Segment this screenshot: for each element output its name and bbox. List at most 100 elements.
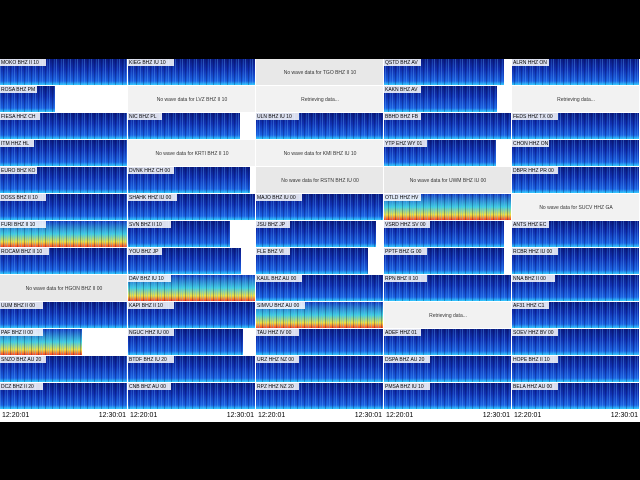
label-bg [128, 248, 162, 255]
station-label: FEDS HHZ TX 00 [513, 114, 553, 120]
label-bg [0, 59, 46, 66]
label-bg [256, 113, 299, 120]
station-label: NIC BHZ PL [129, 114, 157, 120]
label-bg [0, 113, 40, 120]
station-label: ROCAM BHZ II 10 [1, 249, 42, 255]
time-start: 12:20:01 [2, 412, 29, 419]
label-bg [0, 140, 34, 147]
label-bg [128, 167, 174, 174]
station-label: FURI BHZ II 10 [1, 222, 35, 228]
station-label: DVNK HHZ CH 00 [129, 168, 170, 174]
status-message: No wave data for KRTI BHZ II 10 [156, 151, 229, 157]
label-bg [256, 221, 290, 228]
station-label: URZ HHZ NZ 00 [257, 357, 294, 363]
label-bg [0, 248, 49, 255]
label-bg [512, 221, 549, 228]
label-bg [128, 113, 162, 120]
station-label: FLE BHZ VI [257, 249, 284, 255]
label-bg [512, 329, 558, 336]
station-label: EURO BHZ KO [1, 168, 36, 174]
label-bg [0, 194, 46, 201]
station-label: ADEF HHZ 01 [385, 330, 417, 336]
station-label: YTP EHZ WY 01 [385, 141, 423, 147]
message-bg [384, 167, 511, 193]
station-label: SOEV HHZ BV 00 [513, 330, 554, 336]
label-bg [512, 167, 558, 174]
label-bg [256, 275, 302, 282]
label-bg [256, 194, 302, 201]
station-label: DSPA BHZ AU 20 [385, 357, 425, 363]
station-label: SHAHK HHZ IU 00 [129, 195, 171, 201]
station-label: ITM HHZ HL [1, 141, 29, 147]
message-bg [128, 140, 255, 166]
station-label: OTLD HHZ HV [385, 195, 419, 201]
station-label: DOSS BHZ II 10 [1, 195, 38, 201]
station-label: NNA BHZ II 00 [513, 276, 546, 282]
status-message: No wave data for HGON BHZ II 00 [26, 286, 103, 292]
station-label: PMSA BHZ IU 10 [385, 384, 424, 390]
station-label: JSU BHZ JP [257, 222, 286, 228]
station-label: BELA HHZ AU 00 [513, 384, 552, 390]
status-message: No wave data for LVZ BHZ II 10 [157, 97, 228, 103]
station-label: HOPE BHZ II 10 [513, 357, 550, 363]
label-bg [384, 140, 427, 147]
label-bg [0, 329, 43, 336]
station-label: KAPI BHZ II 10 [129, 303, 163, 309]
label-bg [384, 275, 427, 282]
status-message: No wave data for KMI BHZ IU 10 [284, 151, 357, 157]
time-start: 12:20:01 [130, 412, 157, 419]
label-bg [512, 356, 558, 363]
label-bg [512, 275, 555, 282]
station-label: ANTS HHZ EC [513, 222, 547, 228]
station-label: RPZ HHZ NZ 20 [257, 384, 294, 390]
time-end: 12:30:01 [483, 412, 510, 419]
label-bg [128, 221, 171, 228]
station-label: FIESA HHZ CH [1, 114, 36, 120]
label-bg [128, 383, 171, 390]
message-bg [512, 194, 639, 220]
label-bg [384, 356, 430, 363]
station-label: TAU HHZ IV 00 [257, 330, 292, 336]
station-label: SNZO BHZ AU 20 [1, 357, 42, 363]
station-label: RCBR HHZ IU 00 [513, 249, 552, 255]
status-message: No wave data for SUCV HHZ GA [539, 205, 613, 211]
label-bg [0, 302, 43, 309]
message-bg [256, 167, 383, 193]
status-message: No wave data for TGO BHZ II 10 [284, 70, 357, 76]
station-label: MOKO BHZ II 10 [1, 60, 39, 66]
message-bg [256, 86, 383, 112]
message-bg [512, 86, 639, 112]
station-label: BTDF BHZ IU 20 [129, 357, 167, 363]
label-bg [128, 329, 174, 336]
time-start: 12:20:01 [386, 412, 413, 419]
station-label: PAF BHZ II 00 [1, 330, 33, 336]
time-start: 12:20:01 [514, 412, 541, 419]
station-label: AF31 HHZ C1 [513, 303, 545, 309]
label-bg [384, 383, 430, 390]
label-bg [384, 59, 421, 66]
label-bg [128, 275, 171, 282]
label-bg [256, 383, 299, 390]
message-bg [128, 86, 255, 112]
label-bg [256, 302, 305, 309]
station-label: ROSA BHZ PM [1, 87, 35, 93]
message-bg [0, 275, 127, 301]
station-label: SVN BHZ II 10 [129, 222, 162, 228]
label-bg [384, 86, 421, 93]
station-label: RPN BHZ II 10 [385, 276, 418, 282]
station-label: NGUC HHZ IU 00 [129, 330, 169, 336]
station-label: DCZ BHZ II 20 [1, 384, 34, 390]
station-label: SIMVU BHZ AU 00 [257, 303, 299, 309]
label-bg [384, 221, 430, 228]
station-label: MAJO BHZ IU 00 [257, 195, 296, 201]
label-bg [384, 248, 427, 255]
time-start: 12:20:01 [258, 412, 285, 419]
message-bg [384, 302, 511, 328]
label-bg [512, 113, 558, 120]
time-end: 12:30:01 [611, 412, 638, 419]
label-bg [384, 194, 421, 201]
station-label: UUM BHZ II 00 [1, 303, 35, 309]
label-bg [128, 194, 177, 201]
label-bg [384, 329, 421, 336]
label-bg [0, 167, 37, 174]
